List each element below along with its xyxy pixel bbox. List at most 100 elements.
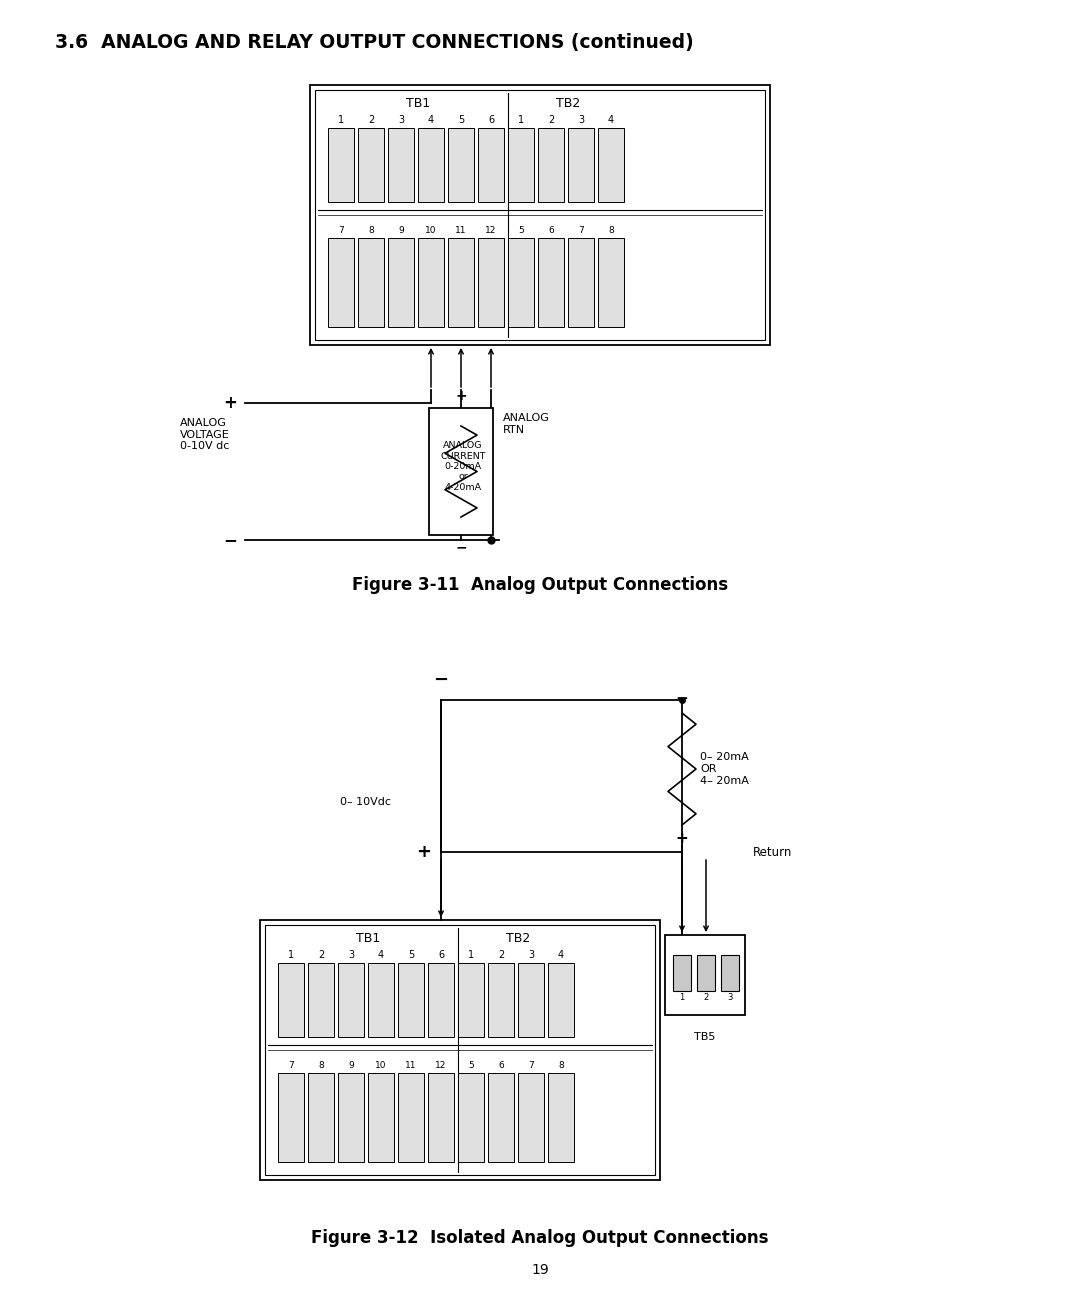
Text: 5: 5 [458, 115, 464, 125]
Text: 2: 2 [703, 992, 708, 1002]
Bar [598, 128, 624, 202]
Text: 6: 6 [549, 225, 554, 235]
Text: 0– 10Vdc: 0– 10Vdc [340, 797, 391, 808]
Text: 8: 8 [608, 225, 613, 235]
Text: 7: 7 [578, 225, 584, 235]
Text: +: + [224, 395, 237, 412]
Text: 9: 9 [399, 225, 404, 235]
Bar [538, 239, 564, 326]
Text: 4: 4 [378, 950, 384, 960]
Bar [568, 239, 594, 326]
Bar [478, 239, 504, 326]
Bar [697, 954, 715, 991]
Text: 6: 6 [488, 115, 494, 125]
Bar [488, 1072, 514, 1162]
Text: −: − [224, 531, 237, 549]
Bar [368, 964, 394, 1037]
Text: ANALOG
CURRENT
0-20mA
or
4-20mA: ANALOG CURRENT 0-20mA or 4-20mA [441, 442, 486, 492]
Text: TB2: TB2 [556, 97, 580, 110]
Bar [260, 920, 660, 1180]
Bar [308, 1072, 334, 1162]
Text: 3: 3 [348, 950, 354, 960]
Text: 2: 2 [318, 950, 324, 960]
Text: 5: 5 [518, 225, 524, 235]
Text: −: − [433, 671, 448, 690]
Bar [518, 964, 544, 1037]
Bar [368, 1072, 394, 1162]
Bar [428, 1072, 454, 1162]
Bar [388, 128, 414, 202]
Bar [399, 1072, 424, 1162]
Bar [458, 964, 484, 1037]
Bar [428, 964, 454, 1037]
Text: 1: 1 [468, 950, 474, 960]
Bar [278, 1072, 303, 1162]
Bar [598, 239, 624, 326]
Bar [458, 1072, 484, 1162]
Text: TB1: TB1 [356, 932, 380, 944]
Text: 6: 6 [498, 1061, 504, 1070]
Text: Figure 3-12  Isolated Analog Output Connections: Figure 3-12 Isolated Analog Output Conne… [311, 1228, 769, 1247]
Bar [338, 1072, 364, 1162]
Bar [310, 85, 770, 345]
Bar [448, 128, 474, 202]
Bar [328, 239, 354, 326]
Text: Return: Return [753, 846, 793, 859]
Bar [357, 239, 384, 326]
Text: 4: 4 [608, 115, 615, 125]
Bar [308, 964, 334, 1037]
Bar [418, 128, 444, 202]
Text: 2: 2 [368, 115, 374, 125]
Text: 0– 20mA
OR
4– 20mA: 0– 20mA OR 4– 20mA [700, 753, 748, 785]
Text: −: − [455, 540, 467, 555]
Text: TB2: TB2 [505, 932, 530, 944]
Bar [508, 128, 534, 202]
Text: 2: 2 [548, 115, 554, 125]
Bar [508, 239, 534, 326]
Bar [265, 926, 654, 1175]
Bar [478, 128, 504, 202]
Bar [315, 90, 765, 340]
Bar [448, 239, 474, 326]
Text: 3.6  ANALOG AND RELAY OUTPUT CONNECTIONS (continued): 3.6 ANALOG AND RELAY OUTPUT CONNECTIONS … [55, 33, 693, 51]
Text: 1: 1 [679, 992, 685, 1002]
Text: 11: 11 [456, 225, 467, 235]
Text: 7: 7 [528, 1061, 534, 1070]
Text: 3: 3 [727, 992, 732, 1002]
Bar [399, 964, 424, 1037]
Text: ANALOG
RTN: ANALOG RTN [503, 413, 550, 435]
Bar [548, 1072, 573, 1162]
Text: 3: 3 [578, 115, 584, 125]
Bar [278, 964, 303, 1037]
Bar [338, 964, 364, 1037]
Bar [568, 128, 594, 202]
Text: 11: 11 [405, 1061, 417, 1070]
Text: 9: 9 [348, 1061, 354, 1070]
Text: 6: 6 [437, 950, 444, 960]
Text: 8: 8 [558, 1061, 564, 1070]
Text: 3: 3 [397, 115, 404, 125]
Text: 4: 4 [558, 950, 564, 960]
Text: TB1: TB1 [406, 97, 430, 110]
Text: 5: 5 [408, 950, 414, 960]
Bar [518, 1072, 544, 1162]
Text: 12: 12 [435, 1061, 447, 1070]
Text: 10: 10 [426, 225, 436, 235]
Text: ANALOG
VOLTAGE
0-10V dc: ANALOG VOLTAGE 0-10V dc [180, 418, 230, 451]
Bar [418, 239, 444, 326]
Text: 1: 1 [518, 115, 524, 125]
Text: 10: 10 [375, 1061, 387, 1070]
Text: Figure 3-11  Analog Output Connections: Figure 3-11 Analog Output Connections [352, 576, 728, 594]
Text: +: + [676, 830, 688, 846]
Text: 1: 1 [288, 950, 294, 960]
Bar [665, 935, 745, 1015]
Text: +: + [455, 389, 467, 402]
Text: 7: 7 [338, 225, 343, 235]
Text: 3: 3 [528, 950, 535, 960]
Bar [388, 239, 414, 326]
Bar [673, 954, 691, 991]
Text: 8: 8 [368, 225, 374, 235]
Bar [357, 128, 384, 202]
Text: 4: 4 [428, 115, 434, 125]
Bar [538, 128, 564, 202]
